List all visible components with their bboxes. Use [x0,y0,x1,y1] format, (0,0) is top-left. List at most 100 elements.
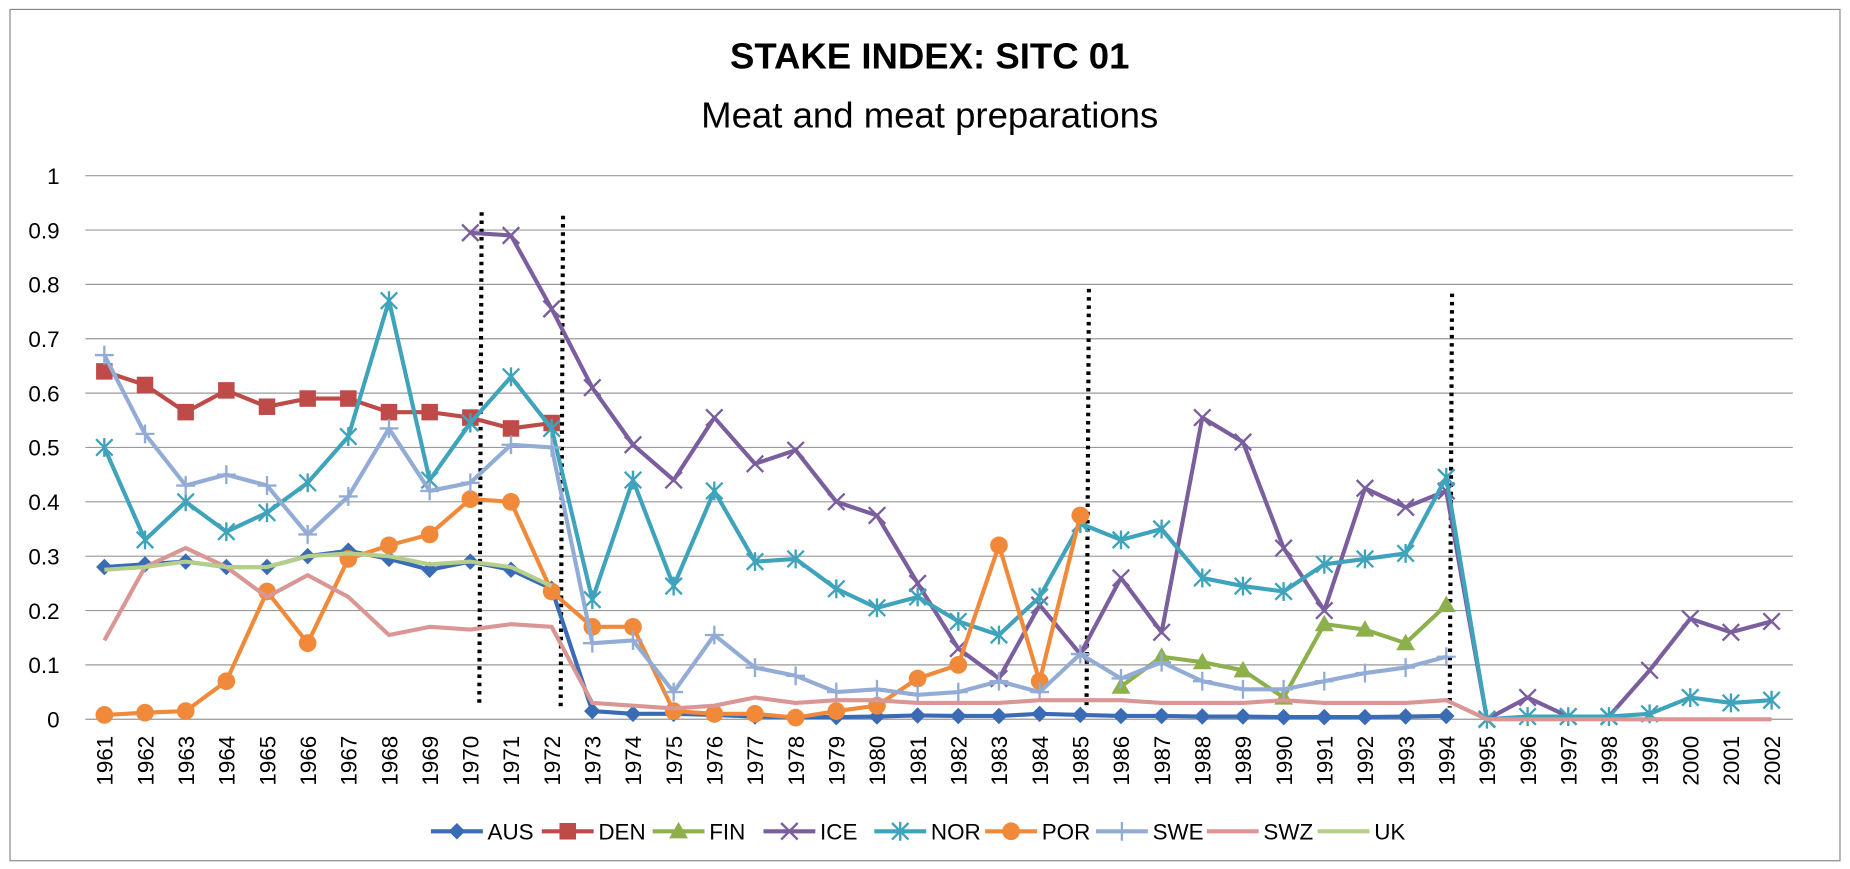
marker [258,398,276,415]
x-tick-label: 1972 [540,736,565,786]
y-tick-label: 0 [47,708,59,733]
marker [1599,707,1619,726]
x-tick-label: 1966 [296,736,321,786]
legend-label: NOR [931,820,981,845]
y-tick-label: 0.3 [28,544,59,569]
legend-item: UK [1317,820,1405,845]
chart-subtitle: Meat and meat preparations [701,94,1158,135]
marker [989,671,1009,691]
marker [257,476,277,495]
x-tick-label: 1967 [337,736,362,786]
y-tick-label: 0.6 [28,381,59,406]
y-tick-label: 0.9 [28,218,59,243]
series [461,223,1781,729]
marker [786,549,805,569]
marker [135,424,155,444]
marker [867,598,887,618]
x-tick-label: 1994 [1435,736,1460,786]
x-tick-label: 1995 [1475,736,1500,786]
marker [1193,568,1212,588]
x-tick-label: 1991 [1313,736,1338,786]
legend-item: SWZ [1206,820,1313,845]
marker [786,708,805,727]
marker [298,525,318,544]
x-tick-label: 1997 [1557,736,1582,786]
marker [664,702,683,720]
y-tick-label: 0.5 [28,436,59,461]
marker [502,420,520,437]
marker [1356,708,1374,726]
series [94,345,1456,705]
marker [1721,623,1741,642]
marker [705,408,724,427]
marker [448,823,466,840]
marker [217,522,236,542]
marker [501,435,521,455]
marker [623,631,643,650]
legend-label: UK [1374,820,1405,845]
marker [1314,614,1334,632]
marker [745,454,765,473]
legend-item: SWE [1095,820,1204,845]
marker [1152,519,1171,539]
marker [136,703,154,722]
marker [582,633,602,653]
legend-item: POR [985,820,1090,845]
marker [1436,647,1456,667]
x-tick-label: 1988 [1191,736,1216,786]
marker [1681,609,1700,628]
marker [1355,663,1375,683]
marker [461,490,480,508]
marker [948,682,968,702]
x-tick-label: 2001 [1719,736,1744,786]
marker [623,470,643,490]
marker [786,666,806,686]
legend-item: NOR [874,820,981,845]
marker [1233,432,1253,452]
marker [217,672,236,691]
marker [1437,467,1456,487]
marker [1274,538,1293,558]
marker [176,702,195,720]
marker [379,419,399,438]
marker [583,590,602,610]
marker [1436,595,1456,613]
legend-item: DEN [541,820,646,845]
marker [1396,658,1416,678]
series-line [102,354,1447,697]
marker [745,552,765,572]
marker [177,403,194,421]
marker [1315,601,1334,620]
x-tick-label: 2000 [1679,736,1704,786]
legend-item: FIN [652,820,745,845]
legend-label: POR [1042,820,1091,845]
legend-label: DEN [598,820,645,845]
y-tick-label: 0.8 [28,273,59,298]
marker [298,473,317,493]
marker [1397,708,1414,725]
marker [908,669,927,688]
marker [136,376,154,394]
marker [379,291,399,311]
marker [664,470,683,490]
marker [867,679,887,699]
x-tick-label: 1963 [174,736,199,786]
marker [176,476,196,495]
x-tick-label: 1981 [906,736,931,786]
x-tick-label: 1971 [499,736,524,786]
x-tick-label: 1987 [1150,736,1175,786]
marker [176,492,195,512]
marker [420,481,440,501]
y-tick-label: 0.1 [28,653,59,678]
x-tick-label: 1986 [1109,736,1134,786]
marker [950,707,967,725]
marker [542,438,562,457]
marker [624,705,642,723]
marker [542,419,561,438]
y-tick-label: 0.7 [28,327,59,352]
marker [786,441,805,460]
marker [908,587,927,607]
x-tick-label: 1999 [1638,736,1663,786]
chart-frame [9,8,1841,862]
marker [827,579,846,599]
